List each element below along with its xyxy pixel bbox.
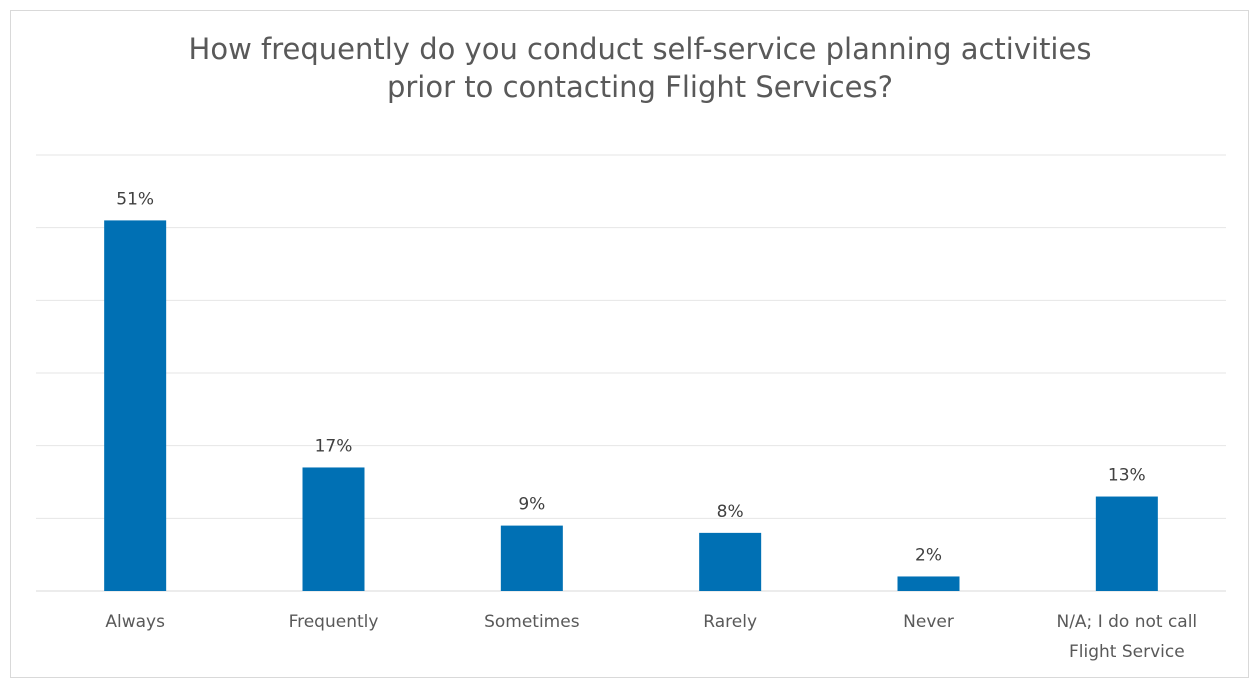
data-label: 8% [717,502,744,522]
chart-title-line-1: How frequently do you conduct self-servi… [188,32,1092,66]
data-label: 17% [315,436,353,456]
data-label: 9% [518,495,545,515]
bar [500,525,563,591]
x-tick-label: Sometimes [484,612,580,632]
x-tick-label: Flight Service [1069,642,1185,662]
x-tick-label: Rarely [703,612,757,632]
x-tick-label: Frequently [289,612,379,632]
data-label: 51% [116,189,154,209]
bar [897,576,960,591]
chart-title-line-2: prior to contacting Flight Services? [386,70,894,104]
data-label: 2% [915,545,942,565]
x-tick-label: Never [903,612,954,632]
bar [1095,496,1158,591]
chart-frame [10,10,1249,678]
bar [104,220,167,591]
data-label: 13% [1108,466,1146,486]
chart-title: How frequently do you conduct self-servi… [0,30,1250,106]
bar [302,467,365,591]
x-tick-label: Always [105,612,165,632]
x-tick-label: N/A; I do not call [1056,612,1197,632]
bar [699,532,762,591]
